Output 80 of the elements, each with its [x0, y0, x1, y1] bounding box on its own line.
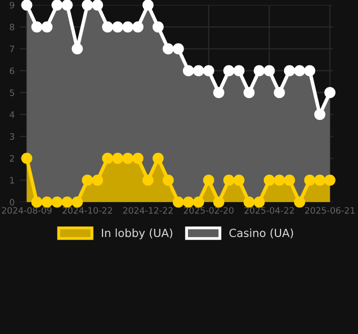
point	[62, 196, 73, 208]
point	[192, 65, 204, 76]
point	[112, 152, 124, 164]
y-tick-label: 3	[10, 133, 14, 140]
point	[244, 87, 255, 98]
point	[244, 196, 255, 208]
y-tick-label: 9	[10, 2, 14, 8]
point	[112, 21, 124, 32]
point	[82, 0, 93, 11]
point	[82, 174, 93, 186]
point	[304, 174, 316, 186]
y-tick-label: 4	[10, 111, 14, 118]
point	[21, 152, 32, 164]
point	[314, 174, 326, 186]
point	[274, 87, 285, 98]
point	[314, 108, 326, 120]
point	[31, 21, 42, 32]
point	[122, 21, 134, 32]
point	[264, 174, 275, 186]
point	[192, 196, 204, 208]
point	[132, 21, 144, 32]
point	[294, 196, 306, 208]
point	[213, 87, 224, 98]
y-tick-label: 7	[10, 46, 14, 52]
point	[182, 196, 194, 208]
point	[52, 0, 63, 11]
point	[152, 21, 164, 32]
point	[142, 0, 154, 11]
point	[284, 65, 296, 76]
x-tick-label: 2025-06-21	[305, 207, 355, 214]
y-tick-label: 8	[10, 24, 14, 30]
x-tick-label: 2025-02-20	[184, 207, 234, 214]
point	[223, 65, 234, 76]
point	[304, 65, 316, 76]
point	[284, 174, 296, 186]
x-tick-label: 2024-08-09	[2, 207, 52, 214]
point	[203, 174, 214, 186]
point	[72, 43, 83, 54]
y-tick-label: 2	[10, 155, 14, 162]
point	[172, 196, 184, 208]
point	[92, 174, 104, 186]
x-tick-label: 2024-12-22	[123, 207, 173, 214]
point	[172, 43, 184, 54]
point	[122, 152, 134, 164]
point	[162, 174, 174, 186]
point	[21, 0, 32, 11]
point	[72, 196, 83, 208]
point	[152, 152, 164, 164]
point	[213, 196, 224, 208]
point	[264, 65, 275, 76]
point	[162, 43, 174, 54]
point	[132, 152, 144, 164]
point	[92, 0, 104, 11]
point	[254, 65, 265, 76]
point	[102, 21, 114, 32]
x-tick-label: 2024-10-22	[62, 207, 112, 214]
point	[294, 65, 306, 76]
point	[254, 196, 265, 208]
point	[233, 65, 245, 76]
x-tick-label: 2025-04-22	[244, 207, 294, 214]
point	[324, 174, 336, 186]
point	[31, 196, 42, 208]
point	[142, 174, 154, 186]
point	[52, 196, 63, 208]
legend-label: In lobby (UA)	[102, 228, 172, 240]
point	[203, 65, 214, 76]
point	[233, 174, 245, 186]
y-tick-label: 0	[10, 198, 14, 206]
legend-label: Casino (UA)	[229, 228, 294, 238]
y-tick-label: 1	[10, 177, 14, 184]
point	[62, 0, 73, 11]
point	[102, 152, 114, 164]
y-tick-label: 6	[10, 68, 14, 74]
point	[274, 174, 285, 186]
point	[41, 21, 53, 32]
y-tick-label: 5	[10, 90, 14, 96]
point	[41, 196, 53, 208]
point	[223, 174, 234, 186]
point	[182, 65, 194, 76]
point	[324, 87, 336, 98]
